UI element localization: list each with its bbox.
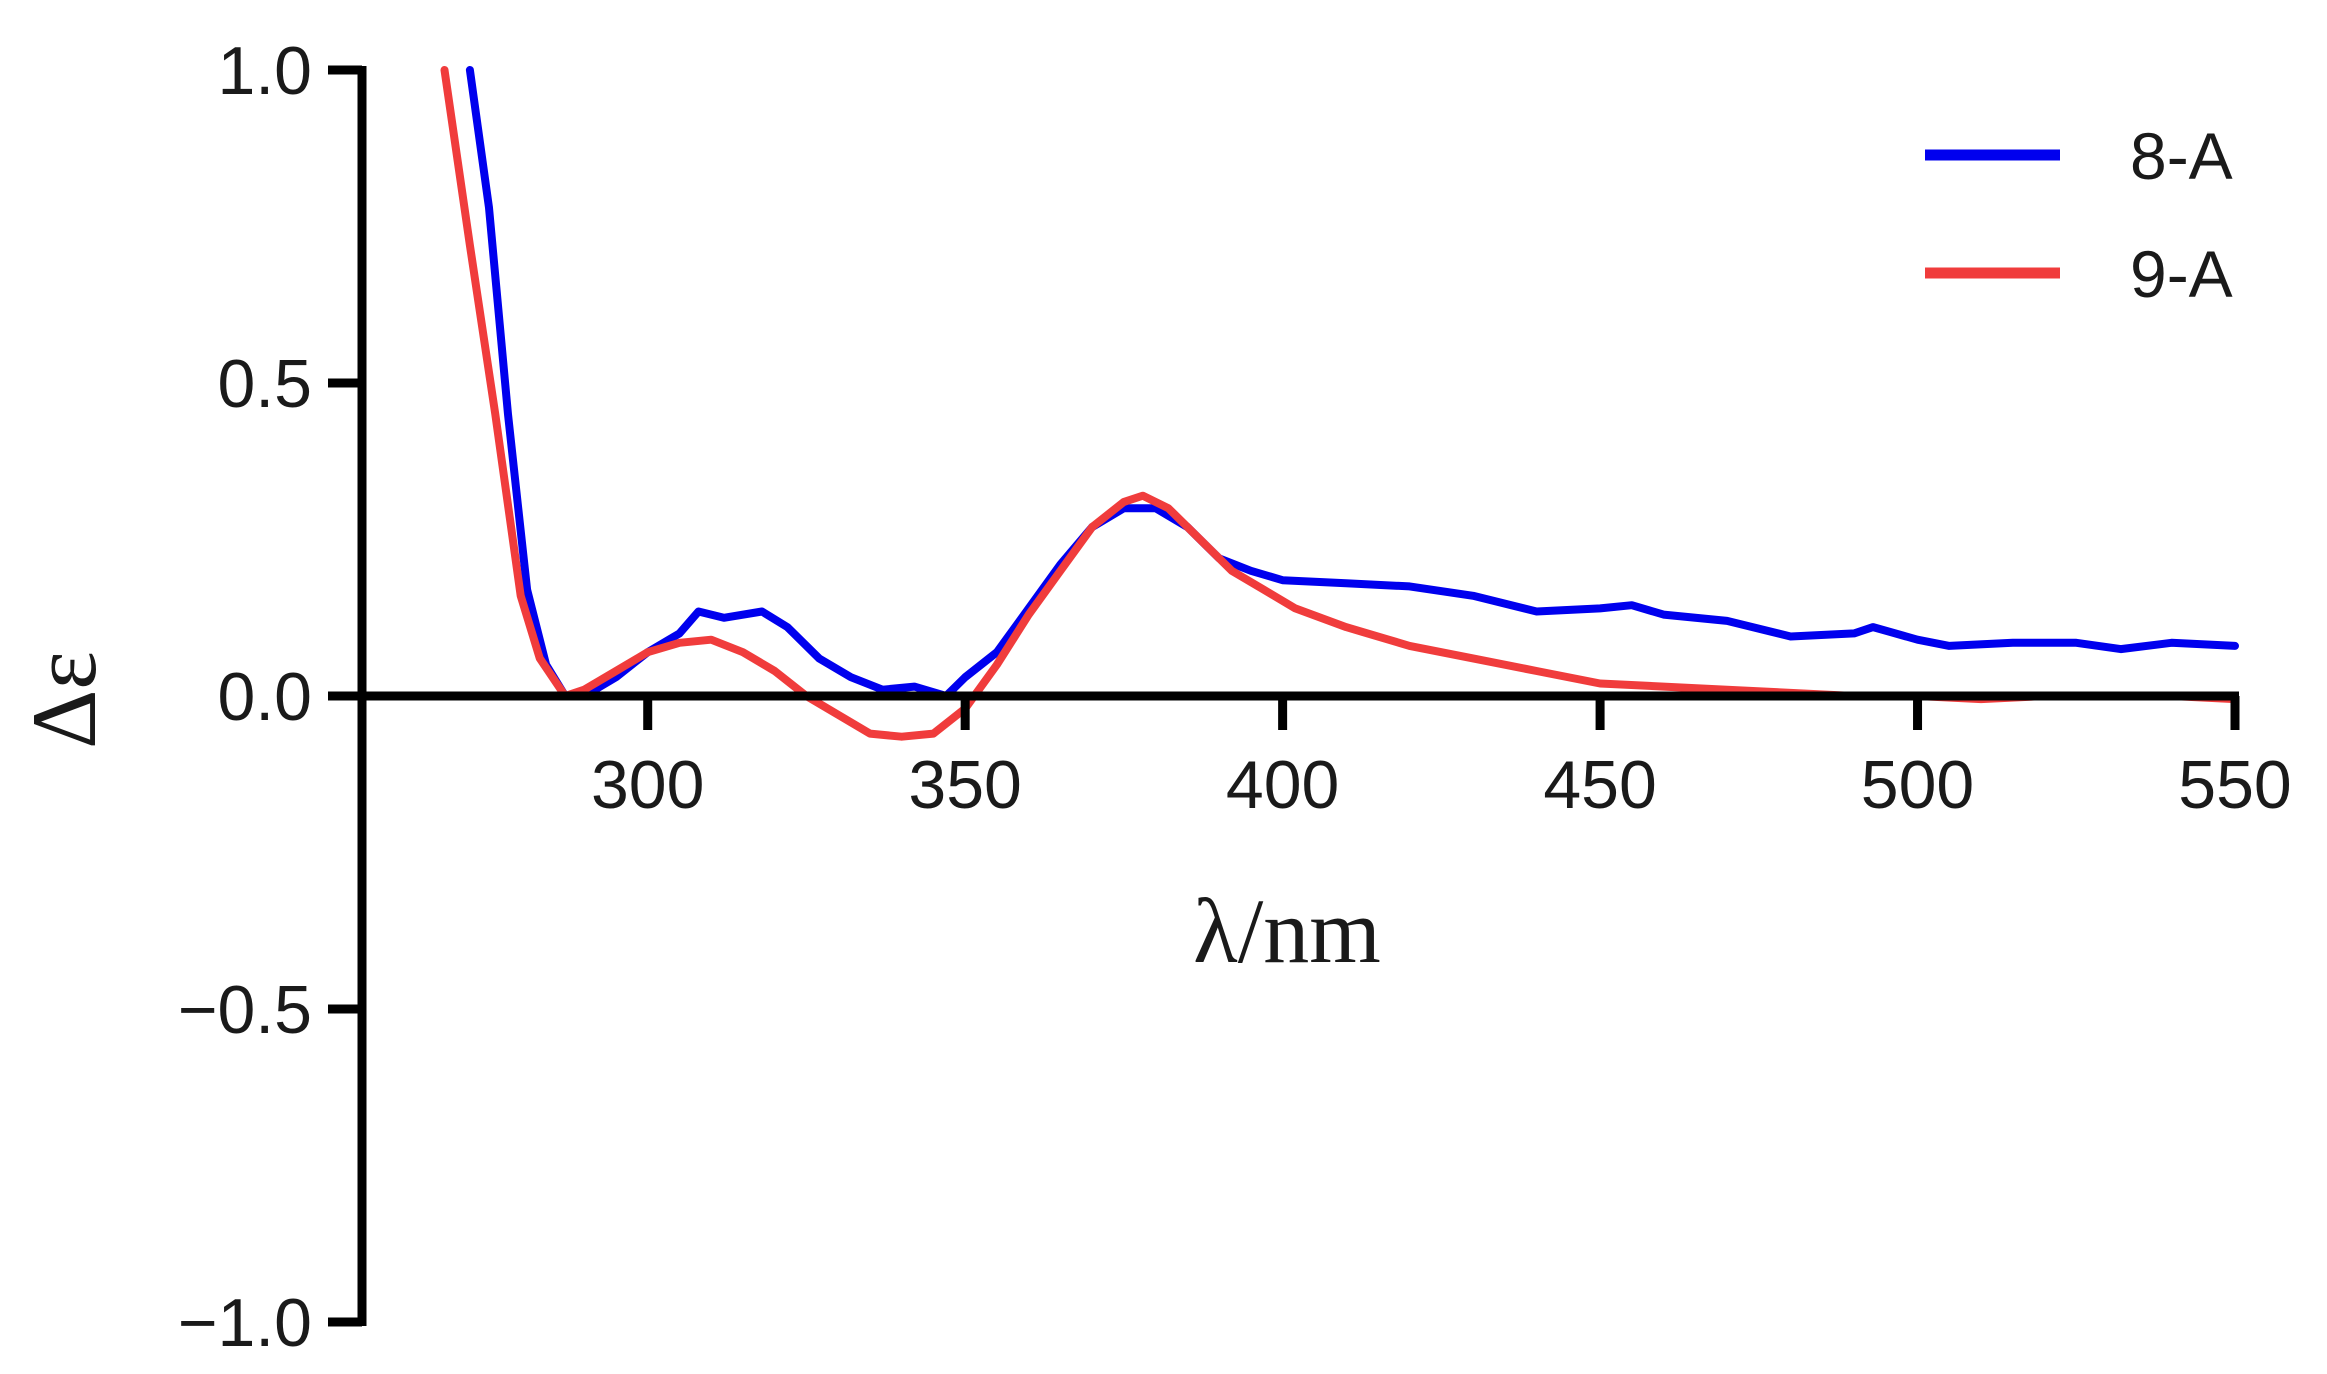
y-axis-ticks: 1.0 0.5 0.0 −0.5 −1.0 (178, 33, 362, 1361)
y-tick-label: 1.0 (217, 33, 312, 109)
x-axis-ticks: 300 350 400 450 500 550 (591, 696, 2292, 823)
legend-label: 8-A (2130, 119, 2233, 193)
x-tick-label: 450 (1543, 747, 1656, 823)
series-layer (440, 66, 2239, 741)
series-line-9-A (440, 66, 2239, 741)
y-tick-label: −0.5 (178, 972, 312, 1048)
y-tick-label: −1.0 (178, 1285, 312, 1361)
y-axis-title: Δε (13, 651, 115, 749)
y-tick-label: 0.0 (217, 659, 312, 735)
legend-label: 9-A (2130, 237, 2233, 311)
x-tick-label: 500 (1861, 747, 1974, 823)
legend: 8-A 9-A (1925, 119, 2233, 311)
x-tick-label: 400 (1226, 747, 1339, 823)
x-tick-label: 350 (908, 747, 1021, 823)
x-tick-label: 550 (2178, 747, 2291, 823)
series-line-8-A (465, 66, 2239, 700)
x-axis-title: λ/nm (1193, 880, 1381, 982)
y-tick-label: 0.5 (217, 346, 312, 422)
x-tick-label: 300 (591, 747, 704, 823)
